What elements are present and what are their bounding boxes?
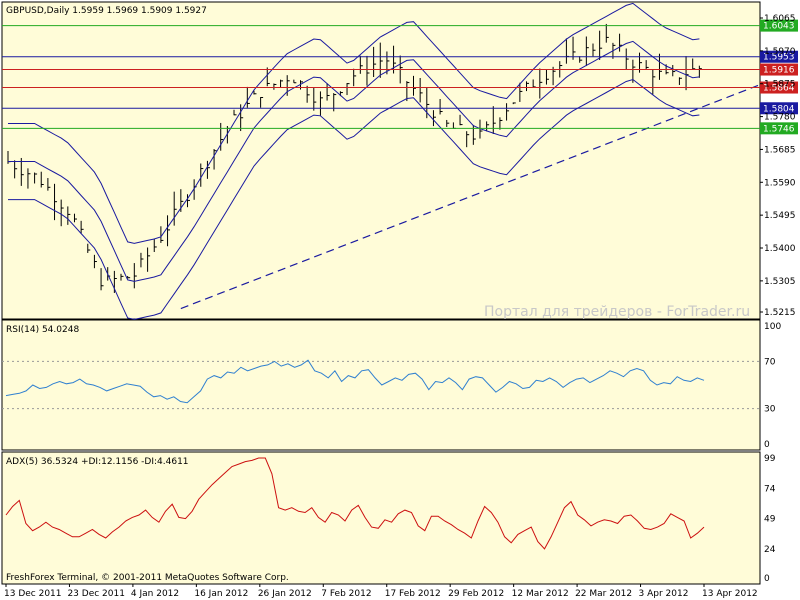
level-tag — [760, 122, 798, 135]
adx-tick-label: 24 — [764, 545, 776, 555]
adx-tick-label: 0 — [764, 574, 770, 584]
level-tag — [760, 63, 798, 76]
adx-panel-border — [1, 451, 761, 585]
level-tag — [760, 50, 798, 63]
rsi-label: RSI(14) 54.0248 — [6, 325, 79, 335]
band-line — [8, 2, 700, 244]
level-tag-label: 1.5953 — [763, 53, 795, 63]
date-tick-label: 22 Mar 2012 — [575, 589, 632, 599]
footer-copyright: FreshForex Terminal, © 2001-2011 MetaQuo… — [6, 573, 289, 583]
level-tag-label: 1.6043 — [763, 22, 795, 32]
level-tag-label: 1.5864 — [763, 84, 795, 94]
price-tick-label: 1.5685 — [764, 145, 796, 155]
adx-label: ADX(5) 36.5324 +DI:12.1156 -DI:4.4611 — [6, 457, 189, 467]
price-tick-label: 1.5215 — [764, 308, 796, 318]
date-tick-label: 26 Jan 2012 — [258, 589, 312, 599]
rsi-tick-label: 30 — [764, 405, 776, 415]
rsi-tick-label: 100 — [764, 322, 781, 332]
rsi-panel-bg — [2, 320, 760, 450]
date-tick-label: 3 Apr 2012 — [639, 589, 689, 599]
price-tick-label: 1.5970 — [764, 47, 796, 57]
date-axis: 13 Dec 2011 23 Dec 2011 4 Jan 2012 16 Jan 2… — [4, 584, 758, 599]
rsi-tick-label: 0 — [764, 440, 770, 450]
level-tag — [760, 102, 798, 115]
price-tick-label: 1.5780 — [764, 113, 796, 123]
date-tick-label: 17 Feb 2012 — [385, 589, 441, 599]
date-tick-label: 4 Jan 2012 — [131, 589, 179, 599]
price-axis: 1.6065 1.5970 1.5875 1.5780 1.5685 1.5590 1.54… — [760, 14, 796, 318]
price-tick-label: 1.5875 — [764, 80, 796, 90]
date-tick-label: 12 Mar 2012 — [512, 589, 569, 599]
rsi-tick-label: 70 — [764, 357, 776, 367]
level-tag-label: 1.5916 — [763, 66, 795, 76]
adx-tick-label: 99 — [764, 454, 776, 464]
date-tick-label: 13 Dec 2011 — [4, 589, 62, 599]
level-tag-label: 1.5804 — [763, 104, 795, 114]
level-tag-label: 1.5746 — [763, 124, 795, 134]
rsi-plot: 100 70 30 0 — [2, 322, 781, 450]
date-tick-label: 23 Dec 2011 — [67, 589, 125, 599]
adx-panel-bg — [2, 452, 760, 584]
horizontal-levels: 1.6043 1.5953 1.5916 1.5864 1.5804 1.5746 — [2, 19, 798, 135]
date-tick-label: 7 Feb 2012 — [321, 589, 371, 599]
level-tag — [760, 81, 798, 94]
watermark: Портал для трейдеров - ForTrader.ru — [484, 304, 750, 320]
price-tick-label: 1.5400 — [764, 244, 796, 254]
band-line — [8, 78, 700, 320]
adx-tick-label: 49 — [764, 515, 776, 525]
chart-title: GBPUSD,Daily 1.5959 1.5969 1.5909 1.5927 — [6, 6, 207, 16]
main-panel-border — [1, 1, 761, 320]
price-plot-area — [7, 2, 759, 320]
date-tick-label: 13 Apr 2012 — [702, 589, 758, 599]
adx-plot: 99 74 49 24 0 — [5, 454, 776, 584]
price-tick-label: 1.6065 — [764, 14, 796, 24]
date-tick-label: 29 Feb 2012 — [448, 589, 504, 599]
price-tick-label: 1.5305 — [764, 277, 796, 287]
price-tick-label: 1.5495 — [764, 211, 796, 221]
level-tag — [760, 19, 798, 32]
band-line — [8, 40, 700, 282]
rsi-line — [5, 359, 705, 404]
main-panel-bg — [2, 2, 760, 319]
price-tick-label: 1.5590 — [764, 178, 796, 188]
rsi-panel-border — [1, 319, 761, 451]
adx-line — [5, 457, 705, 550]
date-tick-label: 16 Jan 2012 — [194, 589, 248, 599]
adx-tick-label: 74 — [764, 484, 776, 494]
